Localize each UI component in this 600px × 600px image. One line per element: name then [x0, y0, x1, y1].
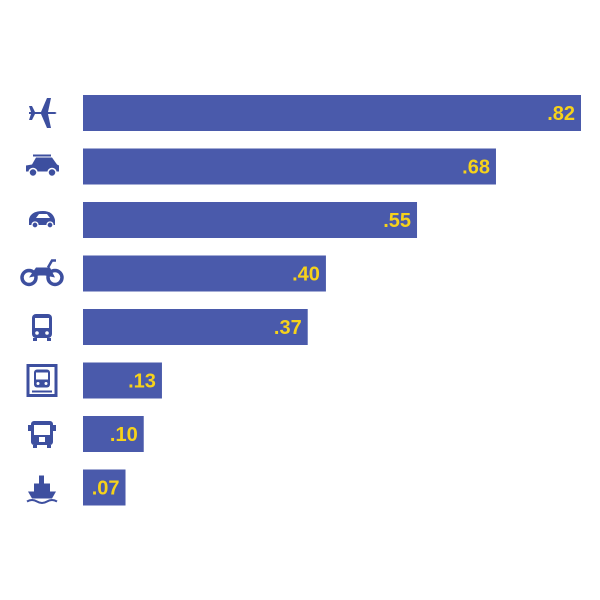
suv-icon: [26, 154, 59, 178]
bar: [83, 362, 162, 399]
bar: [83, 148, 496, 185]
bar-value-label: .37: [274, 317, 302, 339]
bar: [83, 255, 326, 292]
plane-icon: [29, 98, 57, 128]
bar-value-label: .07: [92, 478, 120, 500]
bar-value-label: .82: [547, 103, 575, 125]
bar: [83, 309, 308, 345]
bar-value-label: .10: [110, 424, 138, 446]
ship-icon: [26, 475, 58, 504]
bar-value-label: .55: [383, 210, 411, 232]
small-car-icon: [29, 211, 55, 229]
bus-icon: [32, 314, 52, 341]
coach-icon: [28, 421, 56, 448]
bar-value-label: .13: [128, 371, 156, 393]
motorcycle-icon: [20, 259, 64, 287]
train-icon: [26, 364, 58, 397]
bar-value-label: .40: [292, 264, 320, 286]
bar: [83, 95, 581, 131]
bar: [83, 416, 144, 452]
bar-value-label: .68: [462, 157, 490, 179]
bar: [83, 202, 418, 238]
bar: [83, 469, 126, 506]
